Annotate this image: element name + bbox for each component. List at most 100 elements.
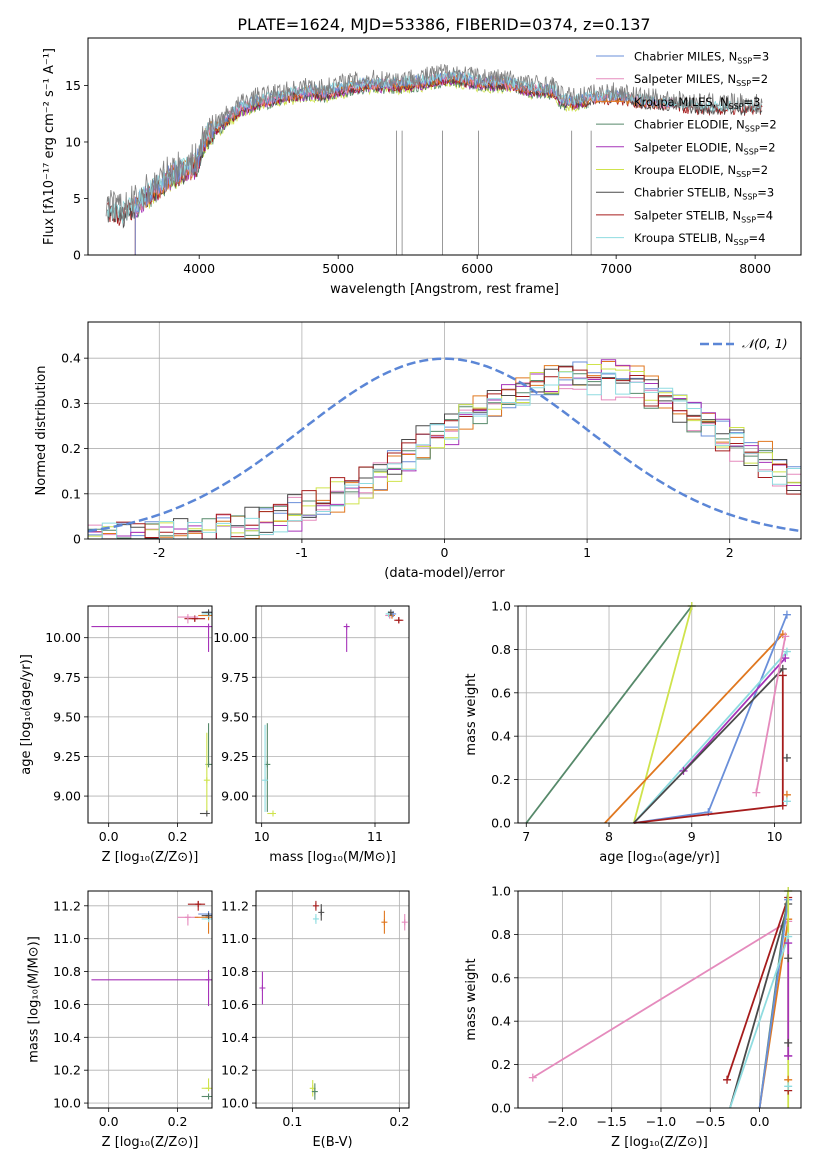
y-tick-label: 0.2 [491, 772, 511, 787]
y-tick-label: 9.75 [53, 670, 81, 685]
x-axis-label: wavelength [Angstrom, rest frame] [330, 282, 559, 297]
data-point [203, 732, 210, 812]
y-tick-label: 0.6 [491, 970, 511, 985]
x-tick-label: 5000 [322, 261, 354, 276]
plot-frame [517, 890, 802, 1109]
plot-frame [87, 37, 802, 256]
point-marker [205, 912, 212, 919]
point-marker [343, 623, 350, 630]
x-tick-label: 1 [583, 545, 591, 560]
x-tick-label: 9 [688, 829, 696, 844]
y-tick-label: 9.50 [53, 709, 81, 724]
plot-frame [87, 605, 213, 824]
point-marker [781, 632, 790, 641]
x-tick-label: 11 [367, 829, 383, 844]
x-tick-label: 6000 [461, 261, 493, 276]
mass-age-chart: 10 11 9.00 9.25 9.50 9.75 10.00 mass [log₁₀(M/M… [213, 605, 410, 865]
x-axis-label: Z [log₁₀(Z/Z⊙)] [102, 850, 199, 865]
data-point [201, 912, 212, 919]
x-tick-label: −1.5 [596, 1114, 626, 1129]
x-tick-label: 0.1 [282, 1114, 302, 1129]
data-point [394, 617, 404, 624]
series-line-chabrier-stelib [633, 668, 784, 824]
data-point [201, 609, 212, 616]
y-tick-label: 10.8 [53, 964, 81, 979]
legend-entry: Chabrier ELODIE, NSSP=2 [634, 118, 777, 134]
y-tick-label: 0.2 [491, 1057, 511, 1072]
legend-entry: Salpeter ELODIE, NSSP=2 [634, 140, 776, 156]
y-tick-label: 10.4 [53, 1030, 81, 1045]
series-line-salpeter-miles [755, 636, 787, 793]
spectrum-chart: 4000 5000 6000 7000 8000 0 5 10 15 wavelength [An… [42, 37, 802, 297]
y-tick-label: 11.0 [53, 931, 81, 946]
x-tick-label: 7000 [600, 261, 632, 276]
point-marker [318, 909, 325, 916]
y-tick-label: 0 [73, 532, 81, 547]
y-tick-label: 0 [73, 248, 81, 263]
point-marker [262, 777, 269, 784]
point-marker [205, 623, 212, 630]
y-tick-label: 10.2 [53, 1063, 81, 1078]
y-tick-label: 10.00 [45, 630, 81, 645]
y-tick-label: 11.2 [53, 898, 81, 913]
y-tick-label: 9.25 [53, 749, 81, 764]
y-tick-label: 0.8 [491, 642, 511, 657]
y-tick-label: 0.1 [61, 486, 81, 501]
x-axis-label: E(B-V) [312, 1135, 352, 1150]
point-marker [528, 1073, 537, 1082]
series-line-chabrier-stelib [729, 903, 790, 1109]
x-axis-label: mass [log₁₀(M/M⊙)] [269, 850, 396, 865]
x-tick-label: 8000 [739, 261, 771, 276]
x-tick-label: 0.0 [750, 1114, 770, 1129]
data-point [381, 910, 388, 934]
x-tick-label: 4000 [183, 261, 215, 276]
series-line-chabrier-miles [758, 899, 790, 1109]
legend-entry: Kroupa ELODIE, NSSP=2 [634, 163, 768, 179]
series-line-salpeter-miles [532, 920, 789, 1079]
legend-entry: 𝒩(0, 1) [742, 336, 788, 351]
point-marker [205, 609, 212, 616]
point-marker [723, 1075, 732, 1084]
y-axis-label: mass weight [464, 958, 479, 1040]
x-tick-label: 7 [522, 829, 530, 844]
point-marker [781, 654, 790, 663]
histogram-salpeter-stelib [88, 366, 801, 539]
x-tick-label: 0.2 [168, 829, 188, 844]
data-point [312, 900, 319, 911]
x-tick-label: 0.0 [99, 829, 119, 844]
point-marker [205, 1085, 212, 1092]
series-line-kroupa-miles [604, 633, 784, 824]
point-marker [782, 797, 791, 806]
y-tick-label: 9.00 [53, 789, 81, 804]
point-marker [184, 614, 191, 621]
point-marker [381, 919, 388, 926]
legend-entry: Chabrier MILES, NSSP=3 [634, 50, 769, 66]
point-marker [784, 939, 793, 948]
point-marker [782, 647, 791, 656]
point-marker [782, 753, 791, 762]
y-tick-label: 1.0 [491, 884, 511, 899]
point-marker [784, 1082, 793, 1091]
series-line-salpeter-stelib [726, 897, 790, 1081]
legend-entry: Salpeter STELIB, NSSP=4 [634, 208, 773, 224]
series-line-kroupa-stelib [729, 936, 790, 1109]
histogram-chabrier-stelib [88, 365, 801, 539]
point-marker [784, 954, 793, 963]
y-tick-label: 0.8 [491, 927, 511, 942]
x-axis-label: age [log₁₀(age/yr)] [599, 850, 720, 865]
y-axis-label: mass weight [464, 673, 479, 755]
series-line-chabrier-elodie [525, 605, 693, 824]
plot-frame [255, 890, 410, 1109]
data-point [262, 724, 269, 812]
y-tick-label: 10.8 [221, 964, 249, 979]
point-marker [203, 810, 210, 817]
x-tick-label: −1.0 [646, 1114, 676, 1129]
residual-histogram-chart: -2 -1 0 1 2 0 0.1 0.2 0.3 0.4 (data-model)/error No… [34, 321, 802, 581]
y-tick-label: 0.3 [61, 396, 81, 411]
y-axis-label: mass [log₁₀(M/M⊙)] [27, 936, 42, 1063]
point-marker [782, 610, 791, 619]
y-tick-label: 0.0 [491, 816, 511, 831]
y-tick-label: 15 [65, 78, 81, 93]
x-tick-label: −0.5 [695, 1114, 725, 1129]
